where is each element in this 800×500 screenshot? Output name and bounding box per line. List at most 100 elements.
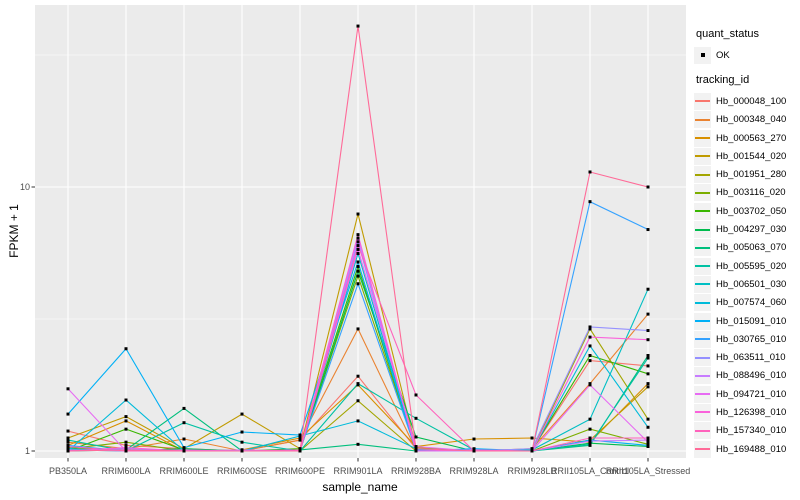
data-point [646,438,650,442]
data-point [588,325,592,329]
data-point [356,251,360,255]
legend-item-label: Hb_004297_030 [716,224,787,236]
data-point [588,327,592,331]
legend-line-icon [695,356,710,359]
data-point [646,329,650,333]
data-point [66,412,70,416]
legend-line-icon [695,118,710,121]
legend-key-swatch [694,294,711,312]
data-point [646,287,650,291]
data-point [414,416,418,420]
data-point [356,419,360,423]
data-point [182,406,186,410]
data-point [66,438,70,442]
legend-item-label: Hb_001544_020 [716,150,787,162]
legend-item-Hb_169488_010: Hb_169488_010 [694,440,800,458]
legend-key-swatch [694,92,711,110]
legend-item-label: Hb_015091_010 [716,315,787,327]
x-tick-label: RRIM600LE [159,466,209,476]
data-point [588,439,592,443]
legend-line-icon [695,137,710,140]
legend-key-ok [694,46,711,64]
data-point [66,429,70,433]
data-point [182,437,186,441]
legend-line-icon [695,301,710,304]
data-point [588,170,592,174]
data-point [124,415,128,419]
legend-line-icon [695,246,710,249]
legend-item-ok: OK [694,46,800,64]
data-point [356,399,360,403]
legend-key-swatch [694,239,711,257]
legend-item-Hb_030765_010: Hb_030765_010 [694,330,800,348]
data-point [356,247,360,251]
legend-item-label: Hb_007574_060 [716,297,787,309]
data-point [66,445,70,449]
data-point [356,264,360,268]
data-point [646,436,650,440]
legend-item-Hb_000048_100: Hb_000048_100 [694,92,800,110]
legend-item-Hb_000348_040: Hb_000348_040 [694,111,800,129]
data-point [588,359,592,363]
legend-item-label: Hb_003116_020 [716,187,786,199]
legend-line-icon [695,283,710,286]
legend-line-icon [695,173,710,176]
legend-item-Hb_126398_010: Hb_126398_010 [694,403,800,421]
data-point [646,354,650,358]
data-point [588,417,592,421]
legend-line-icon [695,265,710,268]
data-point [356,269,360,273]
data-point [240,430,244,434]
legend-line-icon [695,155,710,158]
data-point [414,449,418,453]
data-point [124,398,128,402]
legend-key-swatch [694,403,711,421]
legend-line-icon [695,393,710,396]
legend-line-icon [695,320,710,322]
legend-item-Hb_015091_010: Hb_015091_010 [694,312,800,330]
data-point [646,338,650,342]
data-point [66,440,70,444]
legend-item-label: Hb_169488_010 [716,443,787,455]
data-point [588,354,592,358]
data-point [472,449,476,453]
legend-key-swatch [694,257,711,275]
data-point [472,437,476,441]
legend-key-swatch [694,202,711,220]
data-point [356,236,360,240]
legend-quant-status-block: quant_status OK [694,28,800,64]
data-point [66,449,70,453]
data-point [646,382,650,386]
legend-quant-status-title: quant_status [696,28,759,40]
legend-line-icon [695,100,710,103]
legend-item-Hb_088496_010: Hb_088496_010 [694,367,800,385]
legend-item-label: Hb_005063_070 [716,242,787,254]
legend-tracking-id-block: tracking_id Hb_000048_100 Hb_000348_040 Hb… [694,74,800,458]
legend-key-swatch [694,275,711,293]
data-point [646,372,650,376]
data-point [646,417,650,421]
data-point [240,440,244,444]
legend-line-icon [695,210,710,213]
legend-key-swatch [694,184,711,202]
legend-item-label: Hb_001951_280 [716,169,787,181]
x-tick-label: PB350LA [48,466,88,476]
x-tick-label: RRIM600SE [216,466,268,476]
legend-item-Hb_005595_020: Hb_005595_020 [694,257,800,275]
legend-item-label: OK [716,49,730,61]
data-point [414,393,418,397]
data-point [124,440,128,444]
x-tick-label: RRII105LA_Control [550,466,630,476]
data-point [646,385,650,389]
legend-item-Hb_001544_020: Hb_001544_020 [694,147,800,165]
data-point [588,436,592,440]
legend-item-Hb_000563_270: Hb_000563_270 [694,129,800,147]
legend-item-label: Hb_000048_100 [716,95,787,107]
legend-key-swatch [694,385,711,403]
legend-key-swatch [694,147,711,165]
legend-item-label: Hb_094721_010 [716,388,787,400]
legend-line-icon [695,338,710,341]
legend-key-swatch [694,422,711,440]
data-point [298,436,302,440]
